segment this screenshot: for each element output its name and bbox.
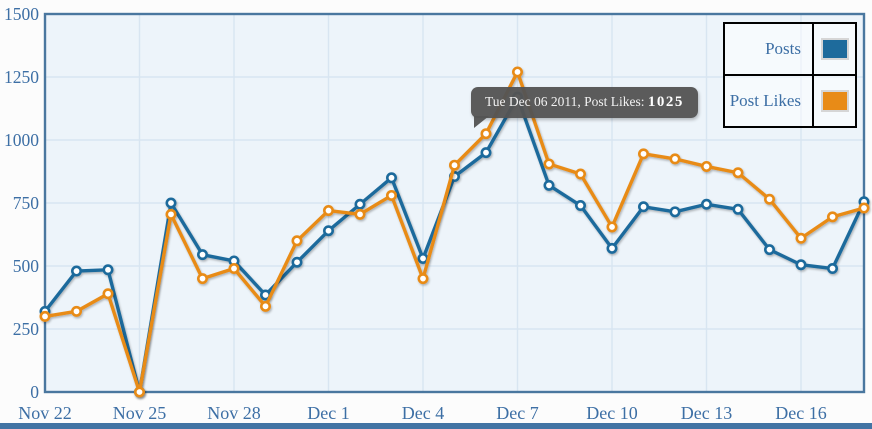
post-likes-marker[interactable] (543, 158, 555, 170)
posts-marker[interactable] (606, 242, 618, 254)
post-likes-marker[interactable] (669, 153, 681, 165)
y-tick-label: 1000 (4, 130, 39, 150)
post-likes-marker[interactable] (732, 167, 744, 179)
x-tick-label: Dec 10 (586, 403, 637, 423)
x-tick-label: Dec 16 (775, 403, 826, 423)
post-likes-marker[interactable] (480, 128, 492, 140)
posts-marker[interactable] (574, 200, 586, 212)
tooltip-tail-icon (474, 116, 489, 128)
posts-marker[interactable] (669, 206, 681, 218)
posts-marker[interactable] (71, 265, 83, 277)
y-tick-label: 1500 (4, 4, 39, 24)
posts-marker[interactable] (637, 201, 649, 213)
post-likes-marker[interactable] (102, 288, 114, 300)
posts-color-swatch (820, 38, 849, 60)
posts-marker[interactable] (165, 197, 177, 209)
x-tick-label: Dec 7 (496, 403, 538, 423)
posts-marker[interactable] (543, 179, 555, 191)
post-likes-marker[interactable] (165, 208, 177, 220)
post-likes-marker[interactable] (448, 159, 460, 171)
x-tick-label: Dec 1 (307, 403, 349, 423)
legend-swatch-cell (812, 24, 855, 74)
tooltip-value: 1025 (647, 94, 684, 110)
legend-label-posts: Posts (765, 39, 801, 58)
post-likes-marker[interactable] (291, 235, 303, 247)
y-tick-label: 500 (13, 256, 40, 276)
post-likes-marker[interactable] (39, 310, 51, 322)
posts-marker[interactable] (385, 172, 397, 184)
posts-marker[interactable] (480, 147, 492, 159)
post-likes-marker[interactable] (826, 211, 838, 223)
post-likes-marker[interactable] (700, 160, 712, 172)
post-likes-marker[interactable] (637, 148, 649, 160)
posts-marker[interactable] (197, 249, 209, 261)
legend: Posts Post Likes (723, 22, 857, 128)
y-tick-label: 0 (30, 382, 39, 402)
posts-marker[interactable] (417, 252, 429, 264)
posts-marker[interactable] (700, 198, 712, 210)
post-likes-marker[interactable] (354, 208, 366, 220)
legend-row-post-likes: Post Likes (725, 74, 855, 126)
posts-marker[interactable] (795, 259, 807, 271)
legend-swatch-cell (812, 76, 855, 126)
tooltip-text: Tue Dec 06 2011, Post Likes: (485, 94, 645, 109)
posts-marker[interactable] (732, 203, 744, 215)
post-likes-marker[interactable] (134, 386, 146, 398)
legend-row-posts: Posts (725, 24, 855, 74)
posts-marker[interactable] (354, 198, 366, 210)
chart-tooltip: Tue Dec 06 2011, Post Likes: 1025 (471, 87, 698, 128)
post-likes-color-swatch (820, 90, 849, 112)
series-post-likes (39, 66, 870, 398)
post-likes-marker[interactable] (763, 193, 775, 205)
posts-marker[interactable] (291, 256, 303, 268)
posts-marker[interactable] (322, 225, 334, 237)
post-likes-marker[interactable] (259, 300, 271, 312)
y-tick-label: 250 (13, 319, 40, 339)
post-likes-marker[interactable] (795, 232, 807, 244)
x-tick-label: Dec 13 (681, 403, 732, 423)
x-tick-label: Dec 4 (402, 403, 444, 423)
post-likes-marker[interactable] (858, 202, 870, 214)
series-posts (39, 91, 870, 398)
post-likes-marker[interactable] (417, 273, 429, 285)
x-tick-label: Nov 25 (113, 403, 167, 423)
post-likes-marker[interactable] (197, 273, 209, 285)
post-likes-marker[interactable] (511, 66, 523, 78)
posts-marker[interactable] (763, 244, 775, 256)
post-likes-marker[interactable] (71, 305, 83, 317)
bottom-bar (0, 423, 872, 429)
post-likes-marker[interactable] (228, 263, 240, 275)
y-tick-label: 750 (13, 193, 40, 213)
post-likes-marker[interactable] (606, 221, 618, 233)
post-likes-marker[interactable] (574, 168, 586, 180)
legend-label-post-likes: Post Likes (729, 91, 801, 110)
x-tick-label: Nov 28 (207, 403, 261, 423)
post-likes-marker[interactable] (322, 205, 334, 217)
post-likes-marker[interactable] (385, 189, 397, 201)
y-tick-label: 1250 (4, 67, 39, 87)
x-tick-label: Nov 22 (18, 403, 72, 423)
posts-marker[interactable] (826, 263, 838, 275)
posts-marker[interactable] (102, 264, 114, 276)
